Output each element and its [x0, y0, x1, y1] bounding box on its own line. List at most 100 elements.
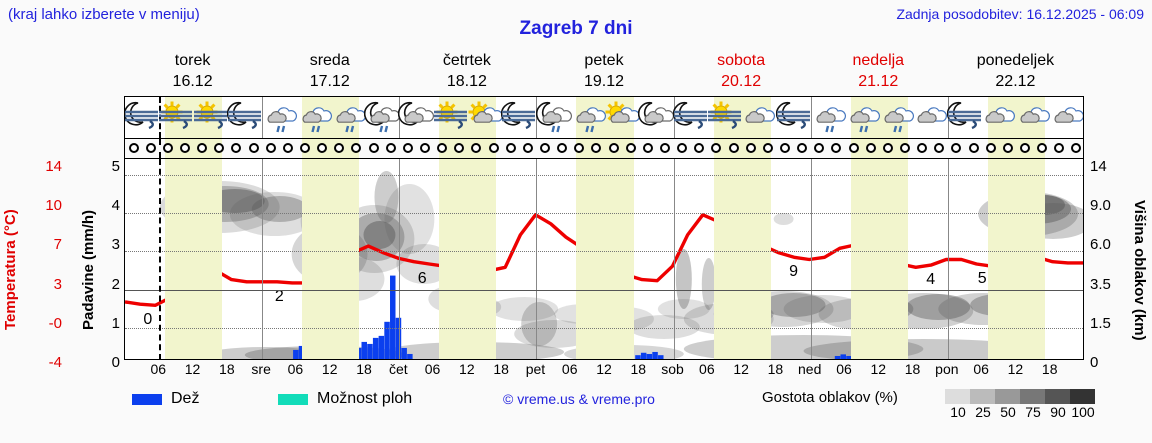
cloud-density-step [945, 389, 970, 404]
axis-tick: -0 [48, 314, 62, 332]
wind-circle-marker [454, 143, 465, 153]
precipitation-bar [390, 275, 396, 359]
cloud-density-tick: 90 [1050, 404, 1066, 420]
x-tick: 18 [493, 361, 509, 377]
copyright-link[interactable]: © vreme.us & vreme.pro [503, 391, 655, 407]
wind-circle-marker [865, 143, 876, 153]
x-axis-tick-labels: 06 12 18 sre 06 12 18 čet 06 12 18 pet 06 12 18 sob 06 12… [124, 361, 1084, 381]
wind-circle-marker [608, 143, 619, 153]
wind-circle-marker [660, 143, 670, 153]
cloud-blob [384, 184, 435, 254]
precipitation-bar [834, 355, 841, 359]
daylight-band [713, 159, 771, 359]
cloud-density-tick: 50 [1000, 404, 1016, 420]
moon-wind-icon [125, 99, 160, 137]
gridline [125, 327, 1083, 329]
wind-circle-marker [214, 143, 225, 153]
x-tick: 18 [630, 361, 647, 377]
cloud-blob [374, 171, 399, 223]
x-tick: čet [388, 361, 408, 377]
day-name: torek [174, 52, 211, 69]
wind-circle-marker [797, 143, 808, 153]
day-header-nedelja: nedelja 21.12 [810, 50, 947, 94]
cloud-blob [490, 297, 559, 321]
day-header-četrtek: četrtek 18.12 [398, 50, 535, 94]
wind-circle-marker [728, 143, 739, 153]
precipitation-bar [846, 355, 852, 359]
x-tick: 18 [767, 361, 784, 377]
wind-circle-marker [934, 143, 945, 153]
wind-circle-marker [351, 143, 362, 153]
precipitation-bar [658, 355, 664, 359]
precipitation-bar [395, 317, 402, 359]
x-tick: sob [661, 361, 684, 377]
day-date: 21.12 [858, 73, 899, 90]
wind-circle-marker [420, 143, 430, 153]
cloud-rain-icon [878, 99, 915, 137]
wind-circle-marker [197, 143, 208, 153]
sun-wind-icon [193, 99, 229, 137]
daylight-band [576, 139, 634, 158]
wind-circle-marker [1054, 143, 1065, 153]
precipitation-bar [640, 352, 647, 359]
precipitation-bar [372, 337, 379, 359]
day-header-sreda: sreda 17.12 [261, 50, 398, 94]
x-tick: 12 [596, 361, 612, 377]
x-tick: 18 [1041, 361, 1058, 377]
cloud-rain-icon [330, 99, 366, 137]
axis-tick: 3 [111, 236, 120, 254]
temperature-value-label: 4 [926, 271, 936, 289]
weather-icon-strip [125, 97, 1083, 139]
cloud-rain-icon [261, 99, 298, 137]
day-separator [536, 159, 538, 359]
moon-wind-icon [946, 99, 983, 137]
x-tick: 12 [459, 361, 475, 377]
day-date: 22.12 [995, 73, 1036, 90]
x-tick: 12 [184, 361, 201, 377]
sun-cloud-icon [604, 99, 641, 137]
wind-circle-marker [162, 143, 173, 153]
axis-tick: 4 [111, 197, 120, 215]
wind-circle-marker [317, 143, 328, 153]
day-date: 19.12 [583, 73, 625, 90]
x-tick: 12 [870, 361, 887, 377]
sun-wind-icon [707, 99, 743, 137]
daylight-band [302, 139, 360, 158]
moon-wind-icon [672, 99, 709, 137]
page-title: Zagreb 7 dni [519, 18, 633, 39]
temperature-value-label: 6 [417, 269, 427, 287]
wind-circle-marker [1002, 143, 1013, 153]
cloud-density-tick: 25 [975, 404, 991, 420]
x-tick: 06 [150, 361, 167, 377]
moon-cloud-icon [398, 99, 435, 137]
day-header-band: torek 16.12 sreda 17.12 četrtek 18.12 petek 19.… [124, 50, 1084, 94]
day-name: nedelja [852, 52, 905, 69]
daylight-band [987, 159, 1045, 359]
plot-area[interactable]: 042649396454 [124, 96, 1084, 360]
temperature-axis-title: Temperatura (°C) [2, 209, 19, 331]
moon-wind-icon [226, 99, 263, 137]
daylight-band [439, 159, 497, 359]
cloud-blob [675, 249, 692, 309]
wind-circle-marker [814, 143, 825, 153]
cloud-rain-icon [810, 99, 846, 137]
sun-wind-icon [433, 99, 469, 137]
cloud-rain-icon [296, 99, 332, 137]
cloud-height-axis-ticks: 14 9.0 6.0 3.5 1.5 0 [1090, 158, 1124, 371]
chart-plot[interactable]: 042649396454 [125, 159, 1083, 359]
wind-circle-marker [900, 143, 910, 153]
day-name: ponedeljek [976, 52, 1055, 69]
cloud-icon [981, 99, 1017, 137]
axis-tick: 2 [111, 275, 120, 293]
cloud-blob [363, 221, 396, 249]
cloud-icon [741, 99, 777, 137]
wind-circle-marker [385, 143, 396, 153]
precipitation-bar [367, 343, 373, 359]
wind-circle-marker [145, 143, 156, 153]
wind-circle-marker [231, 143, 242, 153]
day-header-sobota: sobota 20.12 [673, 50, 810, 94]
location-menu-note: (kraj lahko izberete v meniju) [8, 6, 200, 23]
cloud-density-legend-title: Gostota oblakov (%) [762, 389, 898, 406]
axis-tick: 3.5 [1090, 275, 1111, 293]
